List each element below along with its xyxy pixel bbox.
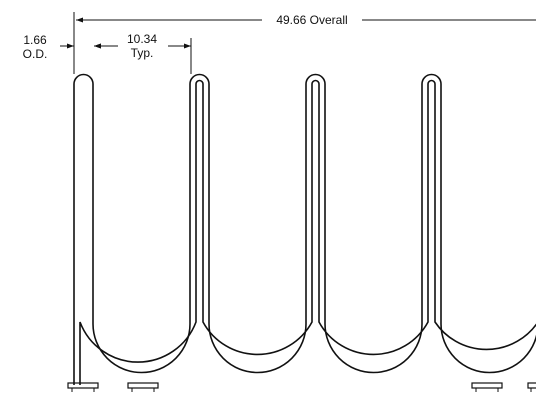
spacing-label-value: 10.34 (127, 32, 157, 46)
overall-dimension: 49.66 Overall (73, 12, 536, 74)
mounting-foot-4 (527, 382, 536, 392)
spacing-dimension: 10.34 Typ. (94, 32, 192, 74)
od-dimension: 1.66 O.D. (23, 33, 108, 61)
tube-outline-outer (73, 73, 536, 385)
od-label-unit: O.D. (23, 47, 48, 61)
mounting-foot-2 (127, 382, 159, 392)
mounting-foot-1 (67, 382, 99, 392)
mounting-foot-3 (471, 382, 503, 392)
overall-label: 49.66 Overall (276, 13, 347, 27)
tube-outline-inner (79, 79, 536, 385)
spacing-label-unit: Typ. (131, 46, 154, 60)
od-label-value: 1.66 (23, 33, 47, 47)
